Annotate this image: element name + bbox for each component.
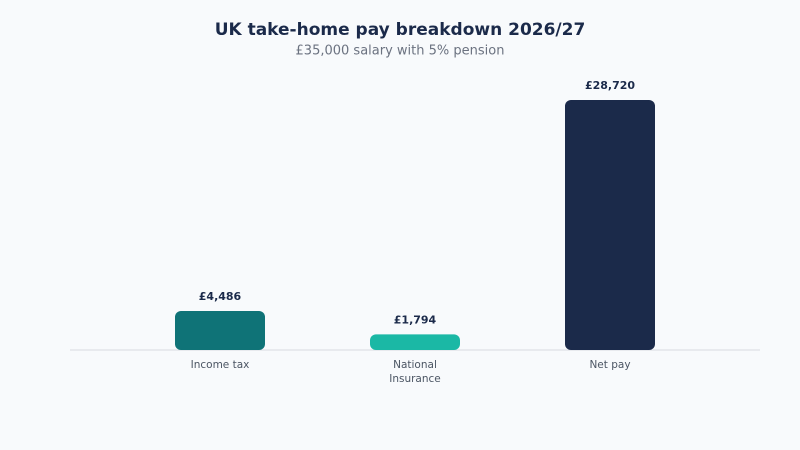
chart-title: UK take-home pay breakdown 2026/27	[215, 20, 586, 40]
x-tick-label: Income tax	[191, 359, 250, 371]
bar	[565, 100, 655, 350]
value-label: £4,486	[199, 290, 242, 303]
bar	[370, 334, 460, 350]
chart-subtitle: £35,000 salary with 5% pension	[296, 44, 505, 59]
x-tick-label: National Insurance	[389, 359, 441, 385]
value-label: £1,794	[394, 313, 437, 326]
x-tick-label: Net pay	[589, 359, 630, 371]
value-label: £28,720	[585, 79, 635, 92]
bar	[175, 310, 265, 350]
